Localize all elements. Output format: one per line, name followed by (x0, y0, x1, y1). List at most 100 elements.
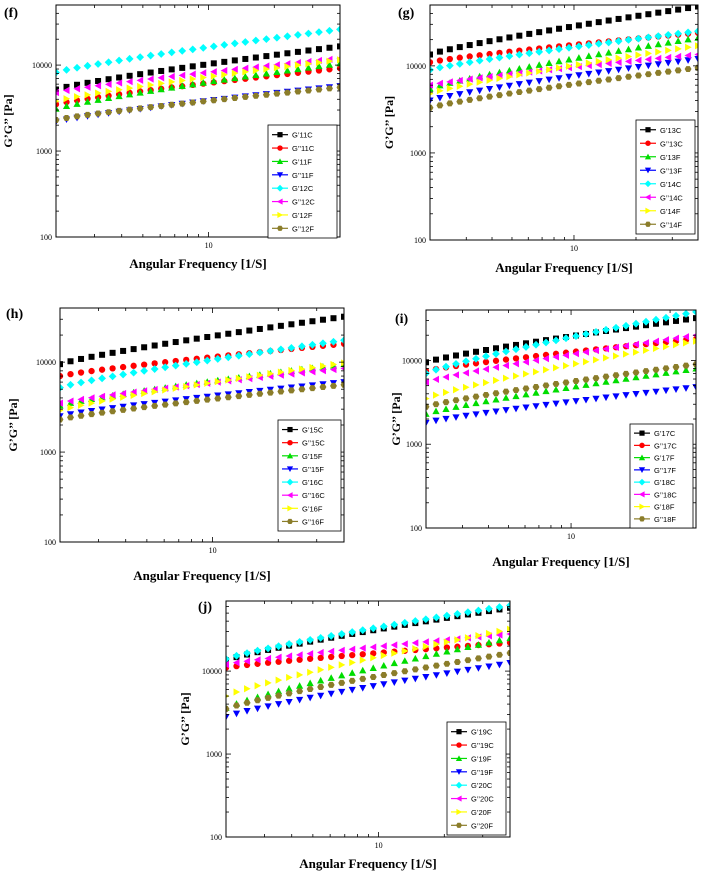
data-point (635, 51, 643, 59)
data-point (552, 400, 560, 408)
data-point (634, 72, 642, 79)
data-point (337, 56, 340, 64)
data-point (252, 92, 260, 99)
data-point (615, 15, 622, 22)
data-point (77, 369, 85, 376)
data-point (655, 9, 662, 16)
legend-entry: G’’15F (282, 465, 324, 474)
data-point (684, 28, 692, 37)
legend-entry: G’18C (634, 478, 676, 487)
data-point (653, 320, 659, 327)
data-point (140, 366, 149, 375)
data-point (555, 83, 563, 90)
legend-label: G’18F (654, 503, 675, 512)
data-point (642, 372, 650, 379)
legend-marker (645, 207, 652, 214)
y-tick-label: 10000 (32, 61, 52, 70)
data-point (495, 631, 503, 639)
legend-label: G’15C (302, 426, 324, 435)
data-point (585, 20, 592, 27)
panel-label: (h) (6, 307, 23, 322)
data-point (506, 73, 514, 81)
data-point (505, 82, 514, 90)
data-point (319, 367, 326, 375)
data-point (119, 406, 127, 413)
data-point (88, 367, 95, 375)
legend-entry: G’’14C (640, 193, 683, 202)
legend-label: G’12F (292, 211, 313, 220)
data-point (60, 361, 63, 368)
data-point (95, 89, 102, 97)
data-point (241, 93, 249, 100)
data-point (575, 60, 583, 69)
data-point (512, 392, 520, 400)
data-point (605, 76, 613, 83)
data-point (595, 77, 603, 84)
data-point (338, 679, 346, 686)
data-point (453, 386, 460, 394)
data-point (453, 645, 462, 653)
y-tick-label: 1000 (406, 440, 422, 449)
data-point (315, 58, 323, 67)
data-point (99, 397, 106, 405)
legend-entry: G’15C (282, 426, 324, 435)
y-tick-label: 100 (40, 233, 52, 242)
data-point (168, 66, 175, 73)
data-point (674, 29, 683, 38)
data-point (338, 646, 345, 654)
data-point (348, 628, 357, 636)
data-point (285, 657, 293, 664)
data-point (243, 657, 251, 665)
data-point (694, 52, 698, 57)
data-point (533, 368, 540, 376)
data-point (502, 361, 509, 370)
data-point (446, 92, 454, 100)
data-point (512, 387, 520, 394)
data-point (358, 626, 367, 635)
data-point (694, 34, 698, 41)
data-point (452, 414, 460, 421)
data-point (485, 85, 494, 93)
data-point (515, 81, 523, 88)
data-point (452, 371, 459, 379)
series-Gpp14F (430, 64, 698, 111)
data-point (436, 48, 443, 55)
legend-label: G’’13F (660, 166, 682, 175)
legend-entry: G’20C (451, 781, 493, 790)
data-point (340, 336, 344, 345)
data-point (162, 359, 169, 366)
data-point (592, 346, 599, 355)
data-point (632, 340, 639, 348)
data-point (473, 348, 479, 355)
data-point (256, 390, 264, 397)
data-point (432, 637, 440, 645)
data-point (130, 405, 138, 412)
data-point (655, 48, 662, 56)
data-point (330, 315, 337, 322)
legend-label: G’’16F (302, 517, 324, 526)
legend-marker (638, 478, 646, 486)
data-point (104, 94, 113, 101)
data-layer (60, 313, 344, 423)
data-point (485, 653, 493, 660)
data-point (56, 99, 60, 104)
data-point (225, 376, 232, 384)
data-point (199, 43, 208, 52)
data-point (525, 87, 533, 94)
data-point (115, 56, 124, 65)
data-point (231, 65, 238, 73)
data-point (252, 71, 260, 79)
data-point (327, 632, 336, 640)
legend-marker (639, 516, 645, 522)
series-Gp20C (226, 601, 510, 663)
data-point (452, 360, 460, 368)
data-point (542, 382, 550, 389)
data-point (505, 52, 514, 61)
data-point (595, 19, 602, 26)
data-point (150, 365, 159, 373)
legend-label: G’’17F (654, 466, 676, 475)
x-tick-label: 10 (567, 532, 575, 541)
data-point (496, 627, 504, 635)
data-point (296, 696, 304, 704)
data-point (306, 686, 314, 693)
